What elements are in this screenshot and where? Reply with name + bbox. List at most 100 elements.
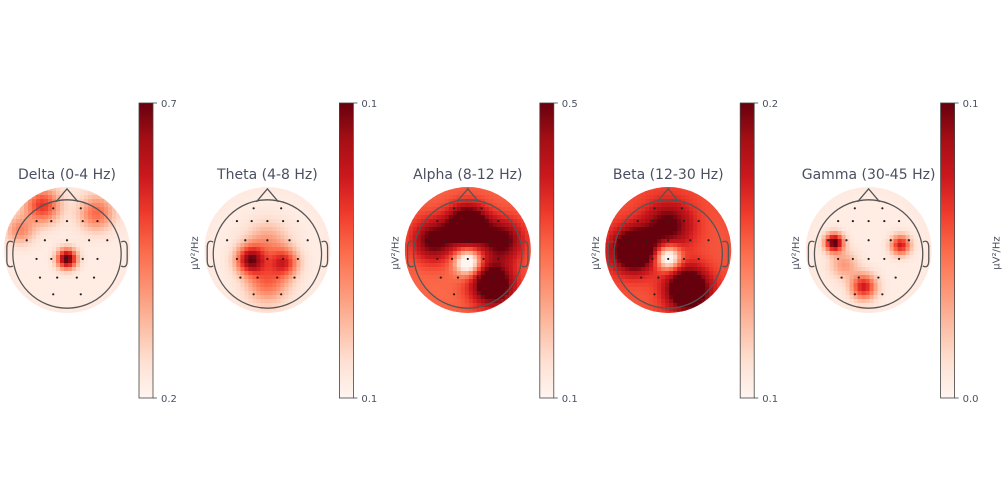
- sensor-dot: [488, 239, 492, 242]
- panel-title: Gamma (30-45 Hz): [802, 167, 936, 183]
- sensor-dot: [426, 239, 429, 242]
- colorbar-tick-label: 0.7: [161, 99, 177, 110]
- sensor-dot: [689, 239, 692, 242]
- sensor-dot: [92, 276, 96, 279]
- colorbar-tick-label: 0.0: [963, 394, 979, 405]
- panel-title: Theta (4-8 Hz): [216, 167, 318, 183]
- sensor-dot: [252, 207, 255, 210]
- heat-field: [805, 187, 932, 313]
- sensor-dot: [452, 207, 456, 210]
- ear-outline: [406, 240, 414, 268]
- heat-field: [404, 187, 531, 313]
- heat-field: [4, 187, 130, 313]
- sensor-dot: [43, 239, 46, 242]
- panel-title: Beta (12-30 Hz): [613, 167, 724, 183]
- sensor-dot: [81, 257, 84, 261]
- sensor-dot: [626, 239, 630, 242]
- sensor-dot: [889, 239, 892, 242]
- colorbar: [338, 102, 354, 399]
- head-outline: [12, 199, 122, 309]
- sensor-dot: [65, 239, 69, 242]
- sensor-dot: [883, 257, 886, 261]
- colorbar-tick-label: 0.1: [762, 394, 778, 405]
- sensor-dot: [50, 257, 53, 261]
- sensor-dot: [881, 293, 884, 296]
- nose-outline: [456, 187, 480, 203]
- sensor-dot: [235, 219, 239, 223]
- colorbar: [940, 102, 955, 399]
- sensor-dot: [676, 276, 680, 279]
- sensor-dot: [466, 239, 469, 242]
- sensor-dot: [907, 239, 910, 242]
- sensor-dot: [280, 207, 283, 210]
- topomap-panel: Alpha (8-12 Hz) 0.5 0.1 µV²/Hz: [404, 99, 602, 405]
- colorbar-tick-label: 0.1: [963, 99, 979, 110]
- sensor-dot: [497, 219, 500, 223]
- sensor-dot: [282, 219, 285, 223]
- sensor-dot: [79, 293, 82, 296]
- sensor-dot: [682, 219, 686, 223]
- sensor-dot: [667, 257, 670, 261]
- colorbar: [138, 102, 154, 399]
- sensor-dot: [81, 219, 84, 223]
- sensor-dot: [657, 276, 660, 279]
- sensor-dot: [256, 276, 259, 279]
- sensor-dot: [244, 239, 247, 242]
- sensor-dot: [653, 293, 656, 296]
- sensor-dot: [881, 207, 884, 210]
- sensor-dot: [680, 207, 684, 210]
- nose-outline: [255, 187, 279, 203]
- nose-outline: [857, 187, 881, 203]
- sensor-dot: [96, 257, 99, 261]
- ear-outline: [206, 240, 214, 268]
- heat-field: [605, 187, 732, 313]
- sensor-dot: [482, 257, 485, 261]
- head-outline: [613, 199, 724, 309]
- sensor-dot: [252, 293, 255, 296]
- sensor-dot: [296, 219, 299, 223]
- sensor-dot: [293, 276, 296, 279]
- sensor-dot: [296, 257, 299, 261]
- sensor-dot: [50, 219, 53, 223]
- sensor-dot: [439, 276, 442, 279]
- sensor-dot: [877, 276, 880, 279]
- sensor-dot: [476, 276, 479, 279]
- sensor-dot: [667, 239, 670, 242]
- sensor-dot: [56, 276, 59, 279]
- sensor-dot: [452, 293, 456, 296]
- sensor-dot: [853, 293, 856, 296]
- ear-outline: [607, 240, 615, 268]
- heat-field: [204, 187, 331, 313]
- colorbar-unit-label: µV²/Hz: [992, 236, 1002, 269]
- colorbar-tick-label: 0.1: [361, 394, 377, 405]
- sensor-dot: [65, 257, 69, 261]
- sensor-dot: [75, 276, 78, 279]
- sensor-dot: [694, 276, 697, 279]
- sensor-dot: [851, 257, 854, 261]
- nose-outline: [656, 187, 680, 203]
- sensor-dot: [288, 239, 291, 242]
- sensor-dot: [266, 219, 269, 223]
- sensor-dot: [88, 239, 91, 242]
- sensor-dot: [707, 239, 710, 242]
- sensor-dot: [239, 276, 242, 279]
- colorbar-tick-label: 0.2: [161, 394, 177, 405]
- colorbar-unit-label: µV²/Hz: [190, 236, 201, 269]
- sensor-dot: [845, 239, 848, 242]
- sensor-dot: [636, 257, 639, 261]
- sensor-dot: [851, 219, 854, 223]
- sensor-dot: [636, 219, 639, 223]
- sensor-dot: [450, 219, 454, 223]
- sensor-dot: [506, 239, 510, 242]
- sensor-dot: [456, 276, 460, 279]
- sensor-dot: [651, 257, 654, 261]
- head-outline: [212, 199, 323, 309]
- sensor-dot: [282, 257, 285, 261]
- ear-outline: [722, 240, 730, 268]
- sensor-dot: [883, 219, 886, 223]
- sensor-dot: [840, 276, 843, 279]
- head-outline: [813, 199, 924, 309]
- sensor-dot: [837, 257, 840, 261]
- sensor-dot: [266, 257, 269, 261]
- ear-outline: [807, 240, 815, 268]
